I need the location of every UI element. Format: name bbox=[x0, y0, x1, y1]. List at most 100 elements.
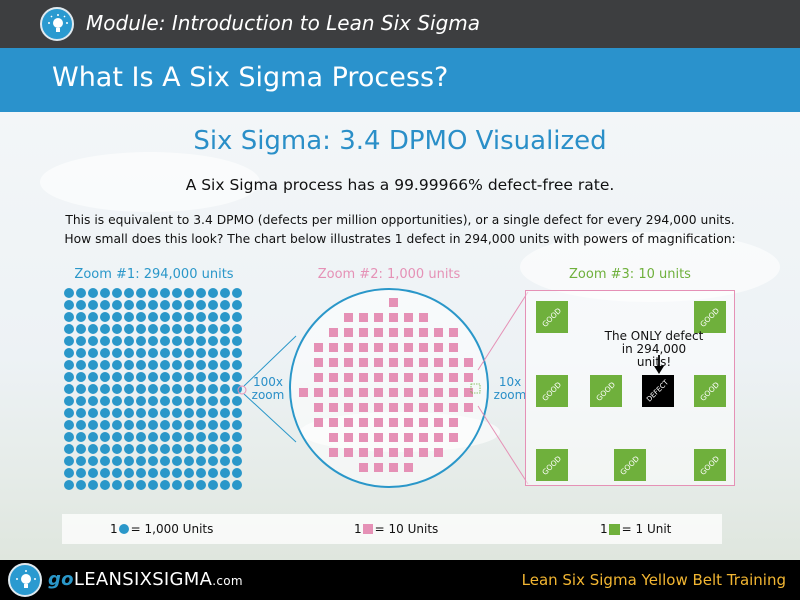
unit-dot bbox=[76, 348, 86, 358]
unit-square bbox=[314, 343, 323, 352]
unit-square bbox=[434, 448, 443, 457]
zoom-100x-label: 100x bbox=[252, 375, 283, 389]
unit-dot bbox=[88, 324, 98, 334]
unit-dot bbox=[124, 336, 134, 346]
unit-dot bbox=[76, 312, 86, 322]
unit-square bbox=[404, 388, 413, 397]
unit-dot bbox=[172, 300, 182, 310]
unit-dot bbox=[184, 312, 194, 322]
unit-dot bbox=[100, 456, 110, 466]
legend-item-box: 1 = 1 Unit bbox=[600, 522, 671, 536]
unit-square bbox=[404, 358, 413, 367]
unit-dot bbox=[208, 408, 218, 418]
unit-square bbox=[434, 418, 443, 427]
unit-square bbox=[359, 448, 368, 457]
unit-square bbox=[389, 388, 398, 397]
unit-dot bbox=[136, 324, 146, 334]
unit-dot bbox=[112, 312, 122, 322]
brand-name: LEANSIXSIGMA bbox=[73, 569, 213, 590]
unit-dot bbox=[112, 336, 122, 346]
unit-dot bbox=[136, 420, 146, 430]
unit-square bbox=[329, 403, 338, 412]
zoom-10x-sublabel: zoom bbox=[493, 388, 527, 402]
unit-dot bbox=[196, 324, 206, 334]
unit-square bbox=[434, 403, 443, 412]
unit-square bbox=[314, 403, 323, 412]
unit-dot bbox=[220, 336, 230, 346]
unit-dot bbox=[232, 456, 242, 466]
unit-square bbox=[389, 463, 398, 472]
unit-square bbox=[434, 358, 443, 367]
unit-dot bbox=[100, 432, 110, 442]
unit-square bbox=[419, 313, 428, 322]
unit-dot bbox=[100, 312, 110, 322]
unit-square bbox=[314, 388, 323, 397]
unit-dot bbox=[100, 444, 110, 454]
unit-dot bbox=[208, 324, 218, 334]
unit-dot bbox=[208, 456, 218, 466]
unit-dot bbox=[76, 408, 86, 418]
unit-dot bbox=[184, 348, 194, 358]
unit-square bbox=[404, 373, 413, 382]
description-line-2: How small does this look? The chart belo… bbox=[64, 232, 736, 246]
slide-title: What Is A Six Sigma Process? bbox=[52, 62, 449, 93]
unit-dot bbox=[100, 360, 110, 370]
unit-dot bbox=[220, 408, 230, 418]
unit-dot bbox=[232, 480, 242, 490]
unit-square bbox=[449, 433, 458, 442]
unit-square bbox=[419, 433, 428, 442]
subtitle: Six Sigma: 3.4 DPMO Visualized bbox=[193, 126, 607, 156]
unit-square bbox=[344, 313, 353, 322]
unit-square bbox=[389, 313, 398, 322]
unit-square bbox=[344, 328, 353, 337]
unit-square bbox=[434, 343, 443, 352]
unit-square bbox=[434, 388, 443, 397]
zoom1-connector bbox=[243, 335, 297, 387]
unit-dot bbox=[88, 300, 98, 310]
zoom1-connector bbox=[243, 393, 297, 443]
unit-dot bbox=[148, 348, 158, 358]
unit-dot bbox=[208, 300, 218, 310]
unit-dot bbox=[184, 420, 194, 430]
good-unit: GOOD bbox=[536, 375, 568, 407]
unit-dot bbox=[196, 288, 206, 298]
unit-dot bbox=[208, 480, 218, 490]
description-line-1: This is equivalent to 3.4 DPMO (defects … bbox=[65, 213, 735, 227]
unit-square bbox=[404, 433, 413, 442]
unit-dot bbox=[100, 420, 110, 430]
unit-dot bbox=[172, 444, 182, 454]
unit-dot bbox=[76, 372, 86, 382]
unit-dot bbox=[64, 372, 74, 382]
unit-dot bbox=[76, 432, 86, 442]
only-defect-note: The ONLY defect in 294,000 units! bbox=[604, 330, 704, 369]
unit-square bbox=[359, 358, 368, 367]
unit-dot bbox=[136, 372, 146, 382]
unit-dot bbox=[88, 468, 98, 478]
unit-dot bbox=[160, 408, 170, 418]
unit-dot bbox=[184, 468, 194, 478]
unit-dot bbox=[196, 468, 206, 478]
brand-suffix: .com bbox=[212, 574, 243, 588]
unit-dot bbox=[160, 432, 170, 442]
unit-square bbox=[344, 373, 353, 382]
unit-dot bbox=[88, 288, 98, 298]
unit-dot bbox=[64, 468, 74, 478]
unit-dot bbox=[196, 336, 206, 346]
unit-dot bbox=[88, 384, 98, 394]
unit-dot bbox=[220, 372, 230, 382]
unit-dot bbox=[88, 396, 98, 406]
unit-dot bbox=[172, 372, 182, 382]
brand-go: go bbox=[48, 569, 74, 590]
unit-square bbox=[299, 388, 308, 397]
unit-square bbox=[419, 373, 428, 382]
unit-dot bbox=[172, 408, 182, 418]
unit-square bbox=[389, 358, 398, 367]
unit-dot bbox=[88, 432, 98, 442]
background-cloud bbox=[40, 152, 260, 212]
unit-dot bbox=[160, 360, 170, 370]
unit-dot bbox=[160, 312, 170, 322]
unit-square bbox=[419, 418, 428, 427]
unit-square bbox=[449, 343, 458, 352]
unit-square bbox=[389, 343, 398, 352]
